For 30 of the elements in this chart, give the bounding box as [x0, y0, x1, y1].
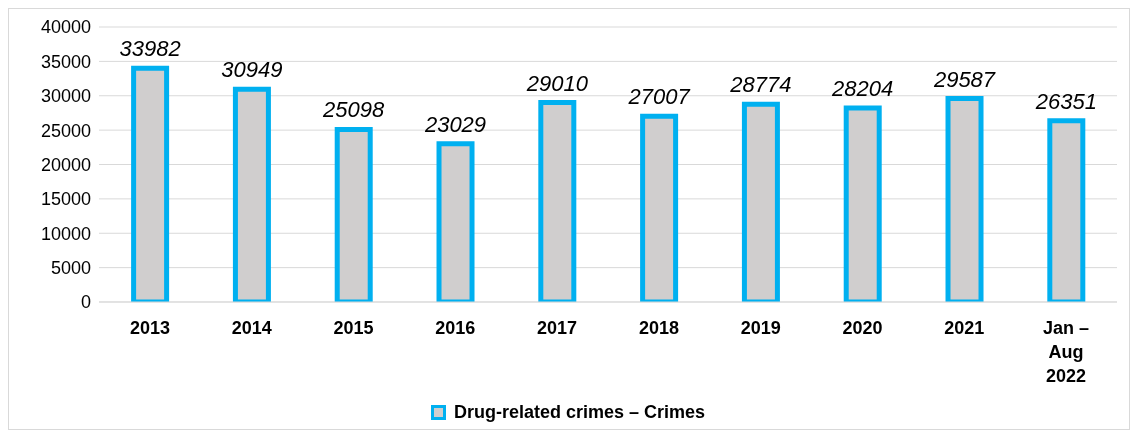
data-label: 28204 — [831, 76, 894, 102]
data-label: 23029 — [423, 111, 487, 137]
y-tick-label: 25000 — [40, 120, 91, 141]
y-tick-label: 5000 — [50, 258, 91, 279]
data-label: 27007 — [627, 84, 691, 110]
legend-label: Drug-related crimes – Crimes — [452, 402, 706, 423]
y-tick-label: 15000 — [40, 189, 91, 210]
x-tick-label: 2020 — [842, 318, 883, 338]
data-label: 25098 — [322, 97, 386, 123]
x-tick-label: 2013 — [129, 318, 170, 338]
x-tick-label: 2019 — [740, 318, 781, 338]
y-tick-label: 10000 — [40, 223, 91, 244]
x-tick-label: 2018 — [638, 318, 679, 338]
data-label: 28774 — [729, 72, 792, 98]
data-label: 26351 — [1034, 88, 1097, 114]
y-tick-label: 20000 — [40, 154, 91, 175]
data-label: 30949 — [221, 57, 283, 83]
y-tick-label: 40000 — [40, 17, 91, 38]
data-label: 29587 — [932, 66, 996, 92]
x-tick-label: 2016 — [435, 318, 476, 338]
x-tick-label: Jan – Aug 2022 — [1043, 318, 1090, 386]
x-tick-label: 2017 — [537, 318, 578, 338]
y-tick-label: 30000 — [40, 86, 91, 107]
y-tick-label: 35000 — [40, 51, 91, 72]
y-tick-label: 0 — [80, 292, 91, 313]
x-tick-label: 2014 — [231, 318, 272, 338]
data-label: 33982 — [119, 36, 181, 62]
x-tick-label: 2021 — [944, 318, 985, 338]
data-label: 29010 — [525, 70, 589, 96]
x-tick-label: 2015 — [333, 318, 374, 338]
